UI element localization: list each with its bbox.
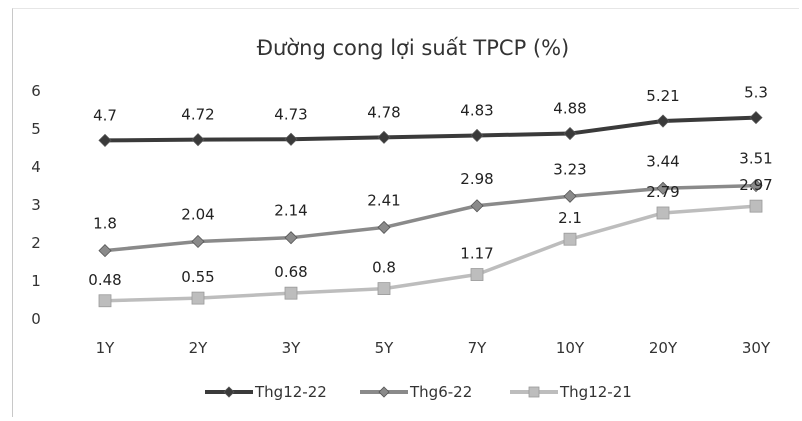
x-axis-ticks: 1Y 2Y 3Y 5Y 7Y 10Y 20Y 30Y	[96, 339, 771, 357]
series-0-point-2	[284, 132, 298, 146]
series-1-point-7	[749, 179, 763, 193]
x-tick-label-5: 10Y	[556, 339, 585, 357]
series-2-point-7	[749, 199, 763, 213]
series-1-point-5	[563, 189, 577, 203]
series-0-label-4: 4.83	[460, 101, 493, 119]
series-0-point-4	[470, 128, 484, 143]
series-2-label-3: 0.8	[372, 259, 396, 277]
series-0-point-1	[191, 133, 205, 147]
legend-item-0: Thg12-22	[205, 383, 327, 401]
series-layer	[98, 111, 763, 308]
series-1-point-0	[98, 244, 112, 258]
series-1	[98, 179, 763, 258]
series-1-point-4	[470, 199, 484, 213]
series-2-label-5: 2.1	[558, 209, 582, 227]
series-2-label-0: 0.48	[88, 271, 121, 289]
series-0-point-0	[98, 133, 112, 147]
y-axis-ticks: 0 1 2 3 4 5 6	[31, 82, 41, 328]
series-line-0	[104, 115, 757, 143]
series-0-label-0: 4.7	[93, 106, 117, 124]
series-2-label-1: 0.55	[181, 268, 214, 286]
legend-label-2: Thg12-21	[559, 383, 632, 401]
series-0-label-6: 5.21	[646, 87, 679, 105]
legend-swatch-marker-1	[378, 386, 390, 398]
x-tick-label-1: 2Y	[189, 339, 209, 357]
series-2	[98, 199, 763, 308]
y-tick-label-6: 6	[31, 82, 41, 100]
chart-frame	[12, 8, 799, 417]
series-line-1	[104, 183, 757, 253]
series-2-point-0	[98, 294, 112, 308]
series-2-point-1	[191, 291, 205, 305]
series-2-label-6: 2.79	[646, 183, 679, 201]
series-2-point-5	[563, 232, 577, 246]
series-line-2	[104, 204, 757, 303]
x-tick-label-6: 20Y	[649, 339, 678, 357]
series-0-point-7	[749, 111, 763, 125]
series-2-label-7: 2.97	[739, 176, 772, 194]
x-tick-label-0: 1Y	[96, 339, 116, 357]
x-tick-label-2: 3Y	[282, 339, 302, 357]
series-2-label-4: 1.17	[460, 245, 493, 263]
series-1-point-6	[656, 181, 670, 195]
series-2-point-2	[284, 286, 298, 300]
series-2-label-2: 0.68	[274, 263, 307, 281]
series-1-label-3: 2.41	[367, 191, 400, 209]
legend: Thg12-22 Thg6-22 Thg12-21	[205, 383, 632, 401]
series-0	[98, 111, 763, 147]
legend-swatch-marker-0	[223, 386, 235, 398]
series-0-point-6	[656, 114, 670, 128]
series-0-label-7: 5.3	[744, 84, 768, 102]
series-1-label-0: 1.8	[93, 215, 117, 233]
series-1-point-1	[191, 234, 205, 249]
series-1-point-3	[377, 220, 391, 234]
series-1-label-1: 2.04	[181, 205, 214, 223]
series-0-label-3: 4.78	[367, 103, 400, 121]
y-tick-label-5: 5	[31, 120, 41, 138]
series-1-label-4: 2.98	[460, 170, 493, 188]
series-0-point-5	[563, 126, 577, 141]
data-labels: 4.7 4.72 4.73 4.78 4.83 4.88 5.21 5.3 1.8 2.04 2.1…	[88, 84, 772, 289]
legend-item-1: Thg6-22	[360, 383, 472, 401]
series-0-label-2: 4.73	[274, 105, 307, 123]
series-2-point-4	[470, 268, 484, 281]
y-tick-label-4: 4	[31, 158, 41, 176]
series-1-point-2	[284, 231, 298, 245]
x-tick-label-7: 30Y	[742, 339, 771, 357]
y-tick-label-3: 3	[31, 196, 41, 214]
legend-swatch-marker-2	[528, 386, 540, 398]
series-1-label-2: 2.14	[274, 202, 307, 220]
series-1-label-6: 3.44	[646, 152, 679, 170]
series-2-point-3	[377, 282, 391, 296]
series-1-label-7: 3.51	[739, 150, 772, 168]
series-0-label-1: 4.72	[181, 106, 214, 124]
chart-title: Đường cong lợi suất TPCP (%)	[257, 36, 570, 60]
legend-label-1: Thg6-22	[409, 383, 472, 401]
y-tick-label-1: 1	[31, 272, 41, 290]
legend-label-0: Thg12-22	[254, 383, 327, 401]
x-tick-label-4: 7Y	[468, 339, 488, 357]
series-1-label-5: 3.23	[553, 160, 586, 178]
series-2-point-6	[656, 206, 670, 220]
y-tick-label-2: 2	[31, 234, 41, 252]
series-0-label-5: 4.88	[553, 100, 586, 118]
legend-item-2: Thg12-21	[510, 383, 632, 401]
series-0-point-3	[377, 130, 391, 144]
y-tick-label-0: 0	[31, 310, 41, 328]
x-tick-label-3: 5Y	[375, 339, 395, 357]
